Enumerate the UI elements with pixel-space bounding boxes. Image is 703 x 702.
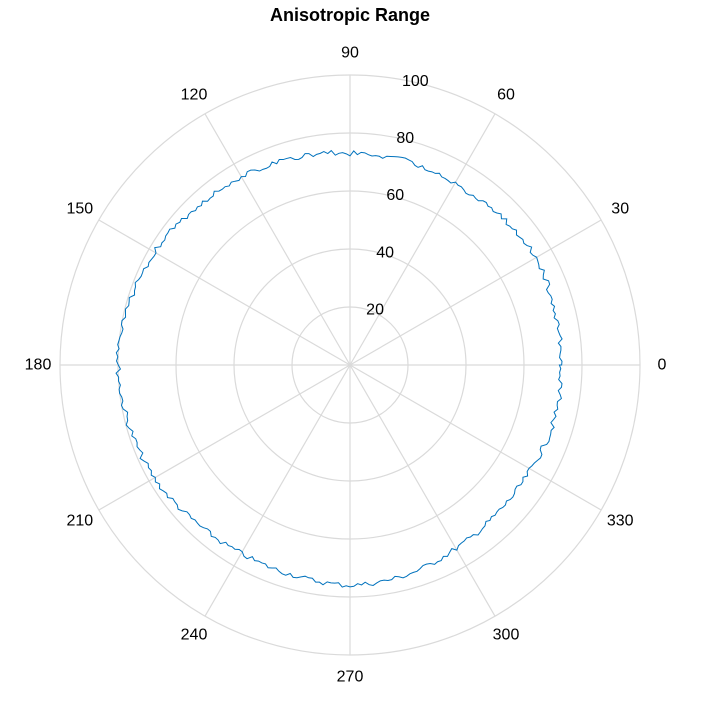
theta-tick-180: 180 (25, 357, 52, 374)
r-tick-40: 40 (376, 244, 394, 261)
spoke-240 (204, 364, 351, 617)
r-tick-60: 60 (386, 187, 404, 204)
theta-tick-330: 330 (607, 513, 634, 530)
series-line-0 (115, 149, 563, 588)
spoke-300 (349, 364, 496, 617)
r-tick-80: 80 (396, 130, 414, 147)
r-tick-100: 100 (402, 73, 429, 90)
spoke-120 (204, 113, 351, 366)
theta-tick-30: 30 (611, 201, 629, 218)
theta-tick-0: 0 (658, 357, 667, 374)
theta-tick-210: 210 (66, 513, 93, 530)
spoke-60 (349, 113, 496, 366)
theta-tick-150: 150 (66, 201, 93, 218)
polar-grid (59, 74, 641, 656)
theta-tick-60: 60 (497, 86, 515, 103)
theta-tick-300: 300 (493, 627, 520, 644)
chart-title: Anisotropic Range (270, 5, 430, 25)
spoke-30 (349, 219, 602, 366)
theta-tick-90: 90 (341, 45, 359, 62)
spoke-150 (98, 219, 351, 366)
tick-labels: 0 30 60 90 120 150 180 210 240 270 300 330 20 40 60 80 1… (25, 45, 667, 686)
r-tick-20: 20 (366, 301, 384, 318)
spoke-210 (98, 364, 351, 511)
theta-tick-240: 240 (181, 627, 208, 644)
data-layer (115, 149, 563, 588)
theta-tick-120: 120 (181, 86, 208, 103)
theta-tick-270: 270 (337, 669, 364, 686)
spoke-330 (349, 364, 602, 511)
